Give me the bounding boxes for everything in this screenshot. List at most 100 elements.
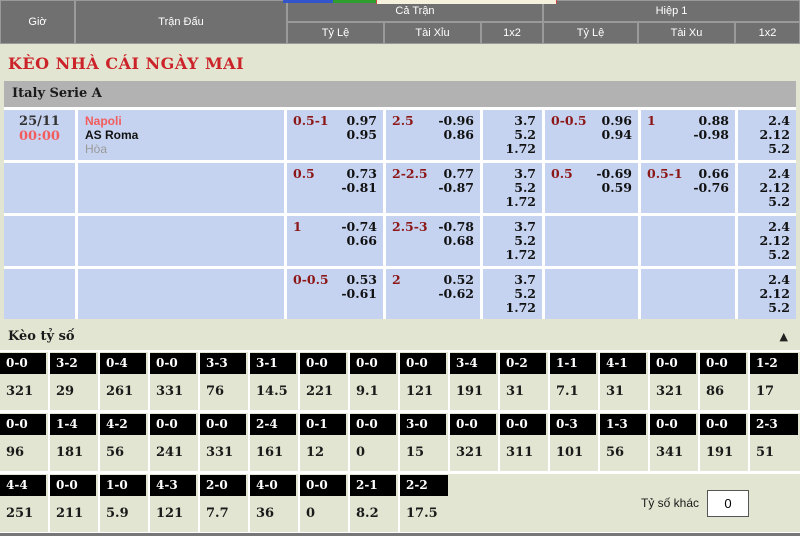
other-score-label: Tỷ số khác bbox=[640, 496, 700, 510]
ft-1x2-cell[interactable]: 3.7 5.2 1.72 bbox=[483, 110, 542, 160]
score-bet-cell[interactable]: 0-0 311 bbox=[500, 413, 550, 471]
odds-value: 0.96 bbox=[601, 113, 632, 128]
score-label: 0-0 bbox=[300, 475, 346, 496]
odds-value: 0.68 bbox=[443, 233, 474, 248]
odds-value: -0.87 bbox=[438, 180, 474, 195]
ft-1x2-cell[interactable]: 3.7 5.2 1.72 bbox=[483, 269, 542, 319]
score-bet-cell[interactable]: 0-1 12 bbox=[300, 413, 350, 471]
score-bet-cell[interactable]: 0-0 341 bbox=[650, 413, 700, 471]
h1-overunder-cell[interactable] bbox=[641, 216, 735, 266]
score-bet-cell[interactable]: 2-3 51 bbox=[750, 413, 800, 471]
score-bet-cell[interactable]: 4-0 36 bbox=[250, 474, 300, 532]
h1-1x2-cell[interactable]: 2.4 2.12 5.2 bbox=[738, 269, 796, 319]
collapse-arrow-icon[interactable]: ▲ bbox=[779, 330, 788, 343]
ft-overunder-cell[interactable]: 2-2.5 0.77 -0.87 bbox=[386, 163, 480, 213]
score-label: 0-1 bbox=[300, 414, 346, 435]
handicap-value: 0-0.5 bbox=[293, 272, 329, 287]
score-odds: 31 bbox=[606, 384, 625, 399]
odds-value: 2.4 bbox=[768, 166, 790, 181]
score-label: 0-0 bbox=[200, 414, 246, 435]
score-bet-cell[interactable]: 0-0 221 bbox=[300, 352, 350, 410]
score-bet-cell[interactable]: 1-1 7.1 bbox=[550, 352, 600, 410]
score-bet-cell[interactable]: 0-0 96 bbox=[0, 413, 50, 471]
handicap-value: 0.5-1 bbox=[647, 166, 683, 181]
ft-handicap-cell[interactable]: 0.5 0.73 -0.81 bbox=[287, 163, 383, 213]
score-bet-cell[interactable]: 0-0 331 bbox=[200, 413, 250, 471]
score-odds: 0 bbox=[356, 445, 366, 460]
score-bet-cell[interactable]: 0-0 191 bbox=[700, 413, 750, 471]
handicap-value: 1 bbox=[293, 219, 302, 234]
odds-value: 5.2 bbox=[514, 180, 536, 195]
ft-overunder-cell[interactable]: 2.5 -0.96 0.86 bbox=[386, 110, 480, 160]
ft-1x2-cell[interactable]: 3.7 5.2 1.72 bbox=[483, 216, 542, 266]
score-bet-cell[interactable]: 1-2 17 bbox=[750, 352, 800, 410]
score-bet-cell[interactable]: 3-2 29 bbox=[50, 352, 100, 410]
score-label: 0-3 bbox=[550, 414, 596, 435]
odds-value: 0.97 bbox=[346, 113, 377, 128]
ft-overunder-cell[interactable]: 2.5-3 -0.78 0.68 bbox=[386, 216, 480, 266]
score-bet-cell[interactable]: 2-4 161 bbox=[250, 413, 300, 471]
score-label: 3-3 bbox=[200, 353, 246, 374]
correct-score-section: Kèo tỷ số ▲ 0-0 321 3-2 29 0-4 261 0-0 3… bbox=[0, 322, 800, 536]
odds-value: -0.78 bbox=[438, 219, 474, 234]
score-odds: 51 bbox=[756, 445, 775, 460]
ft-handicap-cell[interactable]: 0-0.5 0.53 -0.61 bbox=[287, 269, 383, 319]
score-bet-cell[interactable]: 4-4 251 bbox=[0, 474, 50, 532]
score-bet-cell[interactable]: 0-0 321 bbox=[0, 352, 50, 410]
score-bet-cell[interactable]: 1-4 181 bbox=[50, 413, 100, 471]
score-bet-cell[interactable]: 0-0 241 bbox=[150, 413, 200, 471]
h1-1x2-cell[interactable]: 2.4 2.12 5.2 bbox=[738, 163, 796, 213]
h1-overunder-cell[interactable]: 0.5-1 0.66 -0.76 bbox=[641, 163, 735, 213]
score-label: 1-3 bbox=[600, 414, 646, 435]
score-bet-cell[interactable]: 2-0 7.7 bbox=[200, 474, 250, 532]
score-bet-cell[interactable]: 0-0 321 bbox=[650, 352, 700, 410]
score-bet-cell[interactable]: 2-2 17.5 bbox=[400, 474, 450, 532]
score-bet-cell[interactable]: 0-3 101 bbox=[550, 413, 600, 471]
h1-handicap-cell[interactable]: 0-0.5 0.96 0.94 bbox=[545, 110, 638, 160]
score-bet-cell[interactable]: 3-1 14.5 bbox=[250, 352, 300, 410]
h1-handicap-cell[interactable] bbox=[545, 269, 638, 319]
h1-1x2-cell[interactable]: 2.4 2.12 5.2 bbox=[738, 216, 796, 266]
score-bet-cell[interactable]: 0-2 31 bbox=[500, 352, 550, 410]
score-bet-cell[interactable]: 3-4 191 bbox=[450, 352, 500, 410]
odds-value: 5.2 bbox=[768, 194, 790, 209]
ft-handicap-cell[interactable]: 1 -0.74 0.66 bbox=[287, 216, 383, 266]
score-bet-cell[interactable]: 0-0 121 bbox=[400, 352, 450, 410]
score-bet-cell[interactable]: 4-2 56 bbox=[100, 413, 150, 471]
score-bet-cell[interactable]: 4-3 121 bbox=[150, 474, 200, 532]
score-bet-cell[interactable]: 0-0 86 bbox=[700, 352, 750, 410]
score-bet-cell[interactable]: 0-0 9.1 bbox=[350, 352, 400, 410]
h1-overunder-cell[interactable] bbox=[641, 269, 735, 319]
h1-1x2-cell[interactable]: 2.4 2.12 5.2 bbox=[738, 110, 796, 160]
odds-value: 5.2 bbox=[768, 300, 790, 315]
score-bet-cell[interactable]: 0-0 321 bbox=[450, 413, 500, 471]
score-bet-cell[interactable]: 0-0 0 bbox=[350, 413, 400, 471]
ft-1x2-cell[interactable]: 3.7 5.2 1.72 bbox=[483, 163, 542, 213]
score-bet-cell[interactable]: 3-3 76 bbox=[200, 352, 250, 410]
score-bet-cell[interactable]: 1-0 5.9 bbox=[100, 474, 150, 532]
match-time-cell bbox=[4, 163, 75, 213]
ft-overunder-cell[interactable]: 2 0.52 -0.62 bbox=[386, 269, 480, 319]
odds-row-2: 0.5 0.73 -0.81 2-2.5 0.77 -0.87 3.7 5.2 1.72… bbox=[4, 163, 796, 213]
score-bet-cell[interactable]: 1-3 56 bbox=[600, 413, 650, 471]
score-label: 4-3 bbox=[150, 475, 196, 496]
score-bet-cell[interactable]: 0-0 211 bbox=[50, 474, 100, 532]
h1-handicap-cell[interactable]: 0.5 -0.69 0.59 bbox=[545, 163, 638, 213]
h1-overunder-cell[interactable]: 1 0.88 -0.98 bbox=[641, 110, 735, 160]
odds-value: 2.12 bbox=[759, 233, 790, 248]
score-bet-cell[interactable]: 0-4 261 bbox=[100, 352, 150, 410]
score-bet-cell[interactable]: 0-0 0 bbox=[300, 474, 350, 532]
handicap-value: 2.5-3 bbox=[392, 219, 428, 234]
col-header-first-half: Hiệp 1 bbox=[543, 0, 800, 22]
h1-handicap-cell[interactable] bbox=[545, 216, 638, 266]
draw-label: Hòa bbox=[85, 142, 108, 156]
match-teams-cell bbox=[78, 269, 284, 319]
ft-handicap-cell[interactable]: 0.5-1 0.97 0.95 bbox=[287, 110, 383, 160]
score-odds: 191 bbox=[456, 384, 484, 399]
match-teams-cell bbox=[78, 163, 284, 213]
score-bet-cell[interactable]: 2-1 8.2 bbox=[350, 474, 400, 532]
score-bet-cell[interactable]: 4-1 31 bbox=[600, 352, 650, 410]
score-bet-cell[interactable]: 0-0 331 bbox=[150, 352, 200, 410]
other-score-input[interactable] bbox=[707, 489, 750, 517]
score-bet-cell[interactable]: 3-0 15 bbox=[400, 413, 450, 471]
